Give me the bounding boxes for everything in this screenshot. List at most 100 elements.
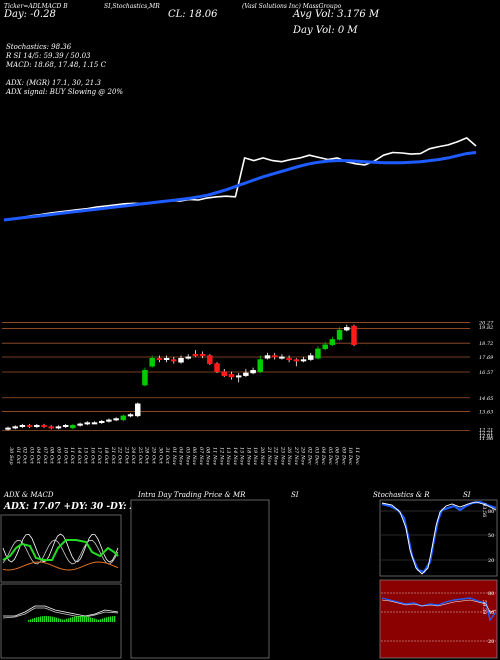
x-tick-label: 15 Nov [239, 447, 245, 465]
intra-panel-title: Intra Day Trading Price & MR [138, 491, 246, 499]
adx-plus-di-line [2, 533, 119, 563]
macd-histogram-bar [78, 616, 80, 622]
macd-histogram-bar [90, 617, 92, 622]
macd-histogram-bar [38, 616, 40, 622]
x-tick-label: 06 Dec [334, 447, 340, 465]
macd-histogram-bar [60, 618, 62, 622]
macd-histogram-bar [62, 619, 64, 622]
candle-body [26, 425, 33, 428]
x-tick-label: 24 Oct [130, 446, 136, 465]
candle-body [55, 426, 62, 429]
x-tick-label: 21 Oct [110, 446, 116, 465]
macd-histogram-bar [72, 617, 74, 622]
candle-body [300, 359, 307, 362]
macd-histogram-bar [96, 619, 98, 622]
x-tick-label: 20 Nov [259, 446, 265, 465]
x-tick-label: 09 Oct [55, 447, 61, 465]
candle-body [113, 418, 119, 421]
x-tick-label: 28 Oct [144, 446, 150, 465]
macd-line [3, 605, 119, 617]
macd-histogram-bar [82, 616, 84, 622]
macd-histogram-bar [48, 616, 50, 622]
macd-histogram-bar [50, 616, 52, 622]
candle-body [91, 422, 98, 425]
macd-histogram-bar [106, 617, 108, 622]
candle-body [271, 355, 278, 358]
y-tick-label: 17.69 [479, 355, 494, 361]
candle-body [163, 357, 170, 360]
x-tick-label: 22 Oct [117, 446, 123, 465]
candle-body [214, 363, 220, 372]
y-tick-label: 14.65 [479, 396, 493, 402]
candle-body [178, 357, 184, 363]
macd-histogram-bar [44, 616, 46, 622]
x-tick-label: 09 Dec [340, 447, 346, 465]
adx-green-line [2, 539, 119, 561]
candle-body [221, 371, 227, 376]
y-tick-label: 12.21 [479, 427, 493, 433]
stoch-tick-label: 50 [488, 533, 494, 539]
x-tick-label: 05 Nov [184, 447, 190, 465]
x-tick-label: 03 Oct [28, 447, 34, 465]
macd-histogram-bar [28, 620, 30, 622]
x-tick-label: 30 Oct [157, 447, 163, 465]
header-macd: MACD: 18.68, 17.48, 1.15 C [6, 61, 106, 69]
candle-body [135, 403, 141, 417]
candle-body [84, 422, 91, 425]
x-tick-label: 11 Nov [212, 447, 218, 465]
candle-body [192, 353, 199, 356]
y-tick-label: 18.72 [479, 341, 493, 347]
macd-signal-line [2, 607, 119, 619]
macd-histogram-bar [70, 617, 72, 622]
candle-body [41, 425, 47, 428]
candle-body [156, 357, 163, 360]
rsi-signal-line [381, 599, 497, 613]
candle-body [120, 415, 127, 421]
candle-body [207, 355, 213, 364]
x-tick-label: 04 Nov [178, 447, 184, 465]
x-tick-label: 21 Nov [266, 446, 272, 465]
candle-body [98, 420, 105, 423]
macd-histogram-bar [100, 619, 102, 622]
candle-body [62, 425, 69, 428]
x-tick-label: 17 Oct [96, 447, 102, 465]
header-stochastics: Stochastics: 98.36 [6, 43, 72, 51]
rsi-tick-label: 20 [488, 639, 494, 645]
candle-body [279, 356, 285, 359]
macd-histogram-bar [52, 616, 54, 622]
candle-body [257, 359, 264, 372]
macd-histogram-bar [34, 617, 36, 622]
macd-histogram-bar [94, 618, 96, 622]
adx-panel-values: ADX: 17.07 +DY: 30 -DY: 21.25 [4, 502, 158, 512]
macd-histogram-bar [104, 617, 106, 622]
candle-body [322, 344, 328, 350]
macd-panel-frame [0, 583, 122, 659]
macd-histogram-bar [108, 616, 110, 622]
x-tick-label: 12 Nov [218, 447, 224, 465]
x-tick-label: 25 Nov [279, 446, 285, 465]
header-date-line: Ticker=ADLMACD B [4, 3, 68, 10]
x-tick-label: 11 Dec [354, 447, 360, 465]
candle-body [286, 357, 292, 360]
x-tick-label: 31 Oct [164, 447, 170, 465]
x-tick-label: 07 Nov [198, 447, 204, 465]
x-tick-label: 18 Nov [245, 447, 251, 465]
rsi-tick-label: 80 [488, 591, 494, 597]
stoch-d-line [381, 501, 497, 575]
header-adx: ADX: (MGR) 17.1, 30, 21.3 [6, 79, 101, 87]
x-tick-label: 23 Oct [123, 446, 129, 465]
candle-body [329, 339, 336, 346]
candle-body [264, 355, 271, 359]
macd-histogram-bar [102, 618, 104, 622]
y-tick-label: 12.21 [479, 431, 493, 437]
macd-histogram-bar [46, 616, 48, 622]
macd-histogram-bar [54, 617, 56, 622]
macd-histogram-bar [30, 619, 32, 622]
candle-body [149, 357, 155, 367]
x-tick-label: 01 Oct [15, 447, 21, 465]
x-tick-label: 25 Oct [137, 446, 143, 465]
macd-histogram-bar [42, 616, 44, 622]
x-tick-label: 05 Dec [327, 447, 333, 465]
